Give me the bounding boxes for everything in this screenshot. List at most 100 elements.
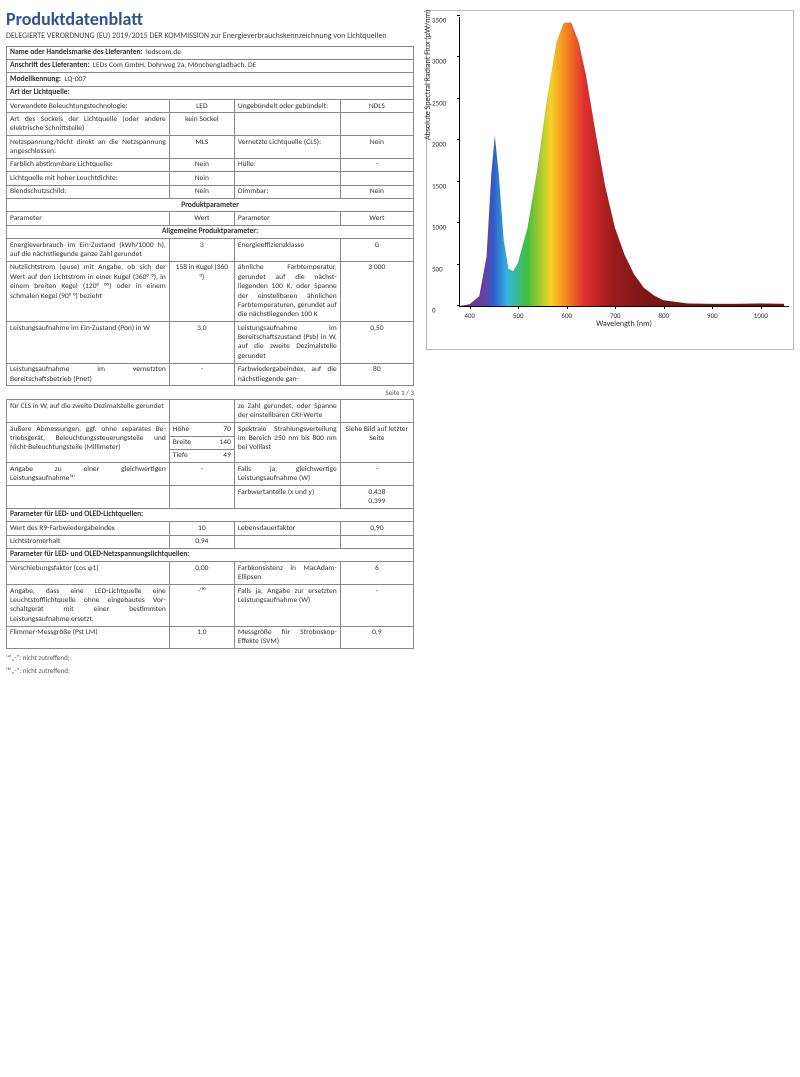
spectral-chart: Absolute Spectral Radiant Flux (µW/nm) 0…: [426, 10, 794, 350]
cell: Lichtstromerhalt: [7, 535, 170, 548]
cell: Farbwiedergabein­dex, auf die nächstlieg…: [234, 363, 340, 386]
cell: -: [340, 158, 413, 171]
chart-xlabel: Wavelength (nm): [459, 319, 789, 329]
spectral-label: Spektrale Strah­lungsverteilung im Berei…: [234, 423, 340, 463]
cell: Flimmer-Messgröße (Pst LM): [7, 626, 170, 649]
cell: Verschiebungsfaktor (cos ɸ1): [7, 562, 170, 585]
supplier-name: ledscom.de: [146, 48, 181, 57]
cell: 0,90: [340, 522, 413, 535]
cell: kein Sockel: [169, 113, 234, 136]
cell: Farblich abstimmbare Licht­quelle:: [7, 158, 170, 171]
cell: [234, 535, 340, 548]
cell: 6: [340, 562, 413, 585]
cell: Nein: [340, 185, 413, 198]
cell: 3: [169, 239, 234, 262]
equiv-d: -: [340, 463, 413, 486]
supplier-name-label: Name oder Handelsmarke des Lieferanten:: [10, 48, 143, 57]
cell: Falls ja, Angabe zur ersetzten Leistungs…: [234, 585, 340, 627]
cell: [169, 400, 234, 423]
cell: Lichtquelle mit hoher Leucht­dichte:: [7, 172, 170, 185]
cell: -: [340, 585, 413, 627]
supplier-addr: LEDs Com GmbH, Dohrweg 2a, Mönchengladba…: [93, 61, 256, 70]
cell: -: [169, 363, 234, 386]
cell: Blendschutzschild:: [7, 185, 170, 198]
section-art: Art der Lichtquelle:: [7, 86, 414, 99]
cell: G: [340, 239, 413, 262]
cell: [340, 113, 413, 136]
cell: Angabe, dass eine LED-Licht­quelle eine …: [7, 585, 170, 627]
cell: 10: [169, 522, 234, 535]
supplier-addr-label: Anschrift des Lieferanten:: [10, 61, 89, 70]
cell: Leistungsaufnahme im Ein-Zu­stand (Pon) …: [7, 322, 170, 364]
col-param-1: Parameter: [7, 212, 170, 225]
dim-label: äußere Ab­messungen, ggf. ohne se­parate…: [7, 423, 170, 463]
cell: MLS: [169, 136, 234, 159]
cell: ze Zahl gerundet, oder Spanne der ein­st…: [234, 400, 340, 423]
cell: Art des Sockels der Lichtquelle (oder an…: [7, 113, 170, 136]
cell: [340, 535, 413, 548]
section-allg: Allgemeine Produktparameter:: [7, 225, 414, 238]
footnote-a: ⁽ᵃ⁾„-": nicht zutreffend;: [6, 653, 414, 662]
cell: Vernetzte Lichtquel­le (CLS):: [234, 136, 340, 159]
cell: Hülle:: [234, 158, 340, 171]
equiv-a: Angabe zu einer gleichwertigen Leistungs…: [7, 463, 170, 486]
cell: 0,00: [169, 562, 234, 585]
cell: 1,0: [169, 626, 234, 649]
cell: NDLS: [340, 100, 413, 113]
cell: LED: [169, 100, 234, 113]
farbwert-d: 0,438 0,399: [340, 486, 413, 509]
cell: 0,9: [340, 626, 413, 649]
cell: 0,50: [340, 322, 413, 364]
model-value: LQ-007: [64, 75, 86, 84]
cell: Verwendete Beleuchtungstech­nologie:: [7, 100, 170, 113]
section-prodparam: Produktparameter: [7, 199, 414, 212]
footnote-b: ⁽ᵇ⁾„-": nicht zutreffend;: [6, 666, 414, 675]
cell: Messgröße für Stro­boskop-Effekte (SVM): [234, 626, 340, 649]
cell: Leistungsaufnahme im vernetz­ten Bereits…: [7, 363, 170, 386]
equiv-c: Falls ja, gleichwerti­ge Leistungsaufnah…: [234, 463, 340, 486]
section-netz: Parameter für LED- und OLED-Netzspannung…: [7, 548, 414, 561]
page-number: Seite 1 / 3: [6, 388, 414, 397]
datasheet-table-2: für CLS in W, auf die zweite De­zimalste…: [6, 399, 414, 649]
spectral-value: Siehe Bild auf letzter Seite: [340, 423, 413, 463]
cell: -⁽ᵇ⁾: [169, 585, 234, 627]
cell: Ungebündelt oder gebündelt:: [234, 100, 340, 113]
cell: Farbkonsistenz in MacAdam-Ellipsen: [234, 562, 340, 585]
cell: 80: [340, 363, 413, 386]
cell: Lebensdauerfaktor: [234, 522, 340, 535]
cell: 3 000: [340, 261, 413, 321]
cell: ähnliche Farbtem­peratur, gerundet auf d…: [234, 261, 340, 321]
subtitle: DELEGIERTE VERORDNUNG (EU) 2019/2015 DER…: [6, 32, 414, 42]
cell: Netzspannung/Nicht direkt an die Netzspa…: [7, 136, 170, 159]
cell: für CLS in W, auf die zweite De­zimalste…: [7, 400, 170, 423]
chart-ylabel: Absolute Spectral Radiant Flux (µW/nm): [423, 10, 433, 140]
col-param-2: Parameter: [234, 212, 340, 225]
cell: Energieverbrauch im Ein-Zu­stand (kWh/10…: [7, 239, 170, 262]
cell: Nein: [340, 136, 413, 159]
cell: Dimmbar:: [234, 185, 340, 198]
page-title: Produktdatenblatt: [6, 8, 414, 30]
datasheet-table: Name oder Handelsmarke des Lieferanten: …: [6, 46, 414, 387]
cell: 0,94: [169, 535, 234, 548]
cell: 158 in Ku­gel (360 °): [169, 261, 234, 321]
dim-row: Breite140: [169, 436, 234, 449]
cell: Nein: [169, 185, 234, 198]
col-wert-1: Wert: [169, 212, 234, 225]
cell: [234, 172, 340, 185]
section-led: Parameter für LED- und OLED-Lichtquellen…: [7, 508, 414, 521]
dim-row: Tiefe49: [169, 449, 234, 462]
cell: Nein: [169, 172, 234, 185]
dim-row: Höhe70: [169, 423, 234, 436]
model-label: Modellkennung:: [10, 75, 61, 84]
cell: Nein: [169, 158, 234, 171]
cell: Energieeffizienzklas­se: [234, 239, 340, 262]
cell: [340, 172, 413, 185]
cell: [340, 400, 413, 423]
equiv-b: -: [169, 463, 234, 486]
col-wert-2: Wert: [340, 212, 413, 225]
cell: Leistungsaufnahme im Bereitschaftszu­sta…: [234, 322, 340, 364]
cell: Nutzlichtstrom (ɸuse) mit An­gabe, ob si…: [7, 261, 170, 321]
cell: [234, 113, 340, 136]
cell: Wert des R9-Farbwiedergabein­dex: [7, 522, 170, 535]
farbwert-c: Farbwertanteile (x und y): [234, 486, 340, 509]
